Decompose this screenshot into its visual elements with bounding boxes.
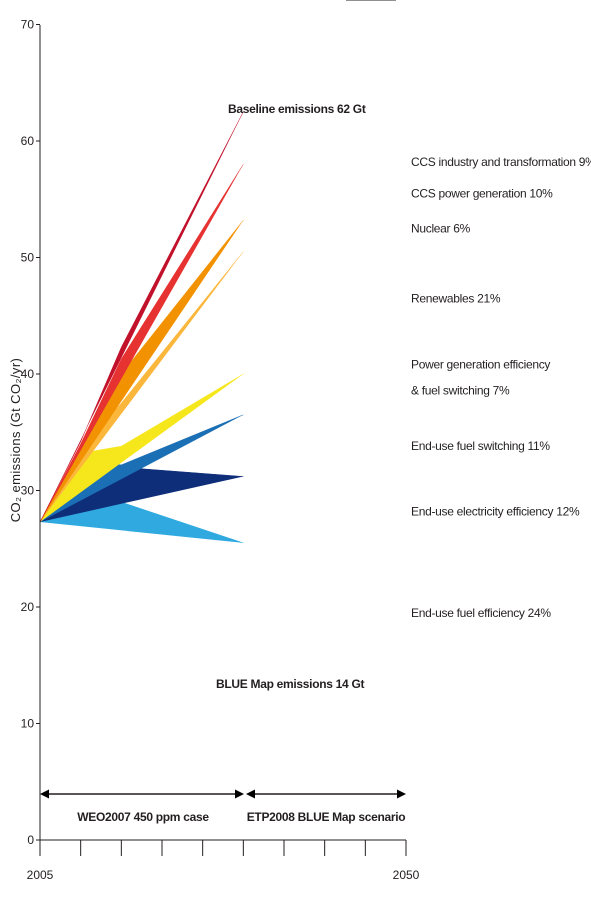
- y-tick-label: 70: [21, 18, 35, 32]
- stacked-areas: [39, 111, 244, 544]
- x-tick-2005: 2005: [27, 868, 54, 882]
- x-tick-2050: 2050: [393, 868, 420, 882]
- y-tick-label: 60: [21, 134, 35, 148]
- axes: 0 10 20 30 40 50 60 70: [21, 0, 407, 856]
- period-weo2007-label: WEO2007 450 ppm case: [77, 810, 209, 824]
- arrow-head-right-icon: [235, 789, 244, 799]
- baseline-callout: Baseline emissions 62 Gt: [228, 102, 366, 116]
- y-axis-label: CO₂ emissions (Gt CO₂/yr): [8, 358, 23, 523]
- area-series-4: [39, 373, 244, 523]
- y-tick-label: 40: [21, 367, 35, 381]
- series-label: Renewables 21%: [411, 291, 501, 305]
- series-label: End-use fuel switching 11%: [411, 439, 550, 453]
- arrow-head-right-icon: [397, 789, 406, 799]
- series-labels: CCS industry and transformation 9% CCS po…: [411, 155, 591, 620]
- y-tick-label: 0: [27, 833, 34, 847]
- period-etp2008-label: ETP2008 BLUE Map scenario: [247, 810, 406, 824]
- series-label: End-use fuel efficiency 24%: [411, 606, 551, 620]
- y-tick-label: 10: [21, 717, 35, 731]
- y-tick-label: 50: [21, 251, 35, 265]
- arrow-head-left-icon: [40, 789, 49, 799]
- series-label: & fuel switching 7%: [411, 383, 510, 397]
- series-label: CCS industry and transformation 9%: [411, 155, 591, 169]
- area-series-7: [39, 164, 244, 523]
- arrow-head-left-icon: [246, 789, 255, 799]
- area-series-8: [39, 111, 244, 523]
- blue-map-callout: BLUE Map emissions 14 Gt: [216, 677, 364, 691]
- series-label: Nuclear 6%: [411, 221, 471, 235]
- series-label: End-use electricity efficiency 12%: [411, 504, 580, 518]
- y-tick-label: 20: [21, 600, 35, 614]
- series-label: CCS power generation 10%: [411, 186, 553, 200]
- y-tick-label: 30: [21, 484, 35, 498]
- series-label: Power generation efficiency: [411, 358, 550, 372]
